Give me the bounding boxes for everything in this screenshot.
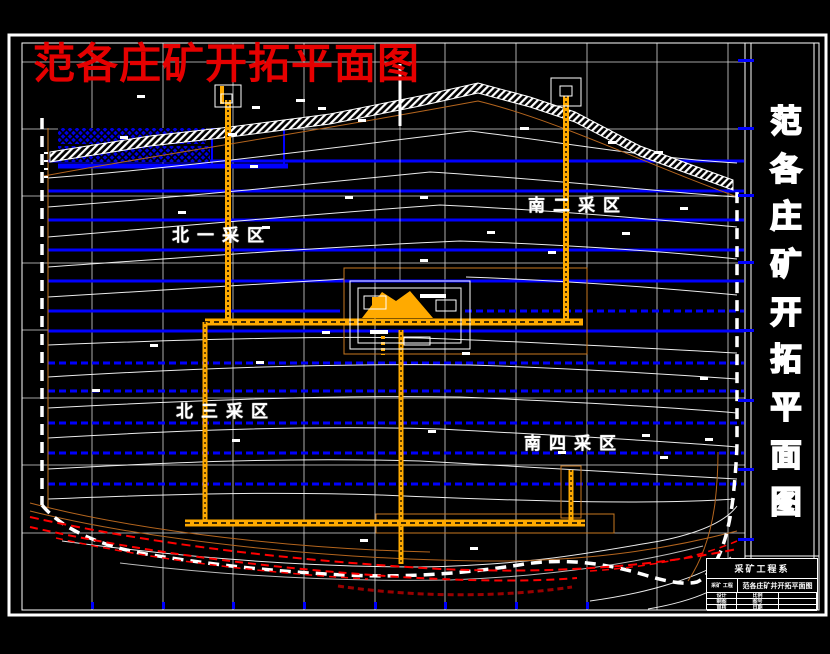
title-block-cell: 制图 [707,599,737,605]
title-block-drawing-name: 范各庄矿井开拓平面图 [742,581,813,590]
area-label-north3: 北三采区 [176,402,276,422]
title-block-cell [779,593,817,599]
title-block-department: 采矿工程系 [707,559,817,579]
title-block-cell: 设计 [707,593,737,599]
side-title-char: 范 [770,103,803,141]
title-block: 采矿工程系 采矿 工程 范各庄矿井开拓平面图 设计 比例 制图 图号 审核 日期 [706,558,818,611]
side-title-char: 拓 [770,341,803,379]
title-block-left-cell: 采矿 工程 [707,579,738,592]
side-title-char: 各 [770,151,803,189]
elevation-marks [92,165,713,550]
side-title-char: 开 [770,294,803,332]
side-title-char: 矿 [770,246,803,284]
fault-lines [29,516,738,597]
area-label-south4: 南四采区 [524,434,624,454]
title-block-cell: 图号 [737,599,779,605]
drawing-title-overlay: 范各庄矿开拓平面图 [33,39,421,88]
shafts-and-roadways [185,86,585,564]
industrial-site [349,280,471,350]
title-block-cell [779,599,817,605]
title-block-cell: 比例 [737,593,779,599]
sheet-frame [7,33,828,617]
title-block-cell [779,605,817,611]
side-title-char: 图 [770,484,803,522]
area-label-south2: 南二采区 [528,196,628,216]
side-title-char: 庄 [770,198,803,236]
side-title-char: 平 [770,389,803,427]
orange-boundary-lines [29,100,738,582]
title-block-cell: 日期 [737,605,779,611]
shaft-head-symbols [214,64,582,280]
title-block-cell: 审核 [707,605,737,611]
contour-lines [47,130,742,610]
outcrop-hatch-band [49,82,734,191]
side-title-char: 面 [770,437,803,475]
title-block-grid: 设计 比例 制图 图号 审核 日期 [707,593,817,611]
mine-boundary [40,118,739,585]
grid-tick-marks [91,59,754,609]
area-label-north1: 北一采区 [172,226,272,246]
building-marks [44,95,663,178]
